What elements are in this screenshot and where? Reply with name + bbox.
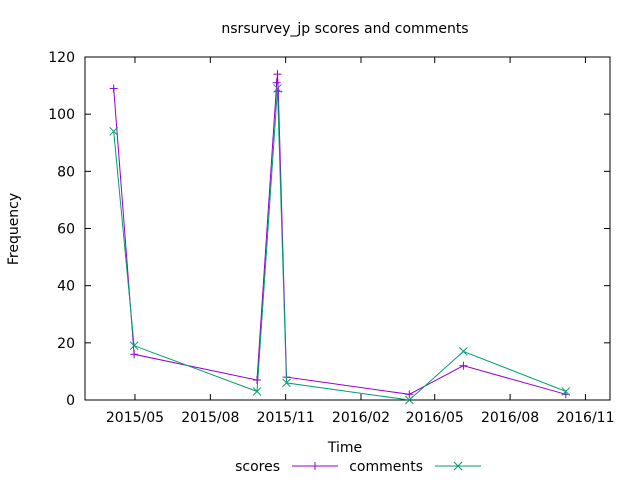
series-layer: [109, 70, 571, 405]
x-tick-label: 2016/11: [556, 410, 614, 426]
data-point-comments: [129, 341, 139, 351]
x-tick-label: 2016/02: [332, 410, 390, 426]
y-tick-label: 60: [57, 222, 75, 238]
data-point-comments: [252, 387, 262, 396]
x-tick-label: 2016/08: [481, 410, 539, 426]
x-tick-label: 2015/08: [181, 410, 239, 426]
data-point-scores: [130, 350, 139, 359]
chart-title: nsrsurvey_jp scores and comments: [221, 21, 468, 37]
legend-label-scores: scores: [235, 459, 280, 475]
data-point-scores: [273, 70, 282, 79]
legend-marker-comments: [453, 461, 463, 471]
plot-frame: [84, 56, 611, 401]
y-tick-label: 80: [57, 164, 75, 180]
data-point-scores: [459, 361, 468, 370]
legend-label-comments: comments: [349, 459, 423, 475]
legend: scores comments: [235, 459, 481, 475]
data-point-comments: [404, 395, 414, 405]
y-tick-label: 100: [48, 107, 75, 123]
data-point-comments: [282, 378, 291, 388]
legend-marker-scores: [311, 462, 319, 470]
y-tick-label: 120: [48, 50, 75, 66]
series-line-scores: [113, 74, 566, 395]
data-point-comments: [109, 126, 119, 136]
data-point-comments: [273, 84, 282, 93]
data-point-scores: [405, 390, 414, 399]
x-axis: 2015/05 2015/08 2015/11 2016/02 2016/05 2016/…: [106, 57, 615, 426]
y-axis-title: Frequency: [6, 193, 22, 265]
y-tick-label: 0: [66, 393, 75, 409]
y-axis: 0 20 40 60 80 100 120: [48, 50, 610, 409]
data-point-comments: [459, 347, 468, 356]
data-point-comments: [561, 387, 571, 396]
series-line-comments: [113, 88, 566, 401]
x-tick-label: 2015/11: [257, 410, 315, 426]
y-tick-label: 40: [57, 279, 75, 295]
x-tick-label: 2016/05: [406, 410, 464, 426]
data-point-scores: [252, 375, 261, 384]
data-point-scores: [272, 78, 281, 87]
y-tick-label: 20: [57, 336, 75, 352]
x-tick-label: 2015/05: [106, 410, 164, 426]
data-point-scores: [109, 84, 118, 93]
x-axis-title: Time: [327, 440, 362, 456]
